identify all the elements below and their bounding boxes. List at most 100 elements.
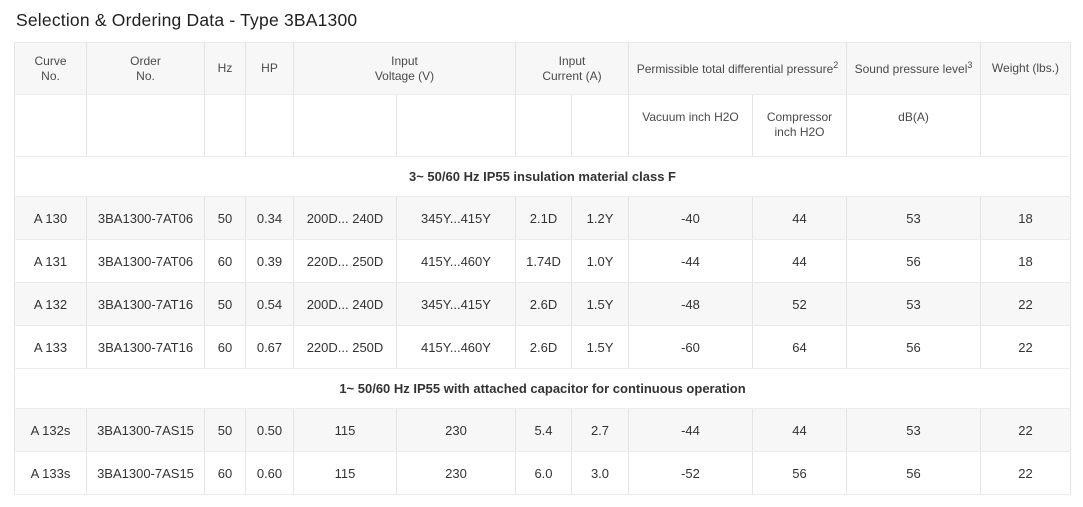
table-cell: 60: [204, 451, 246, 495]
table-cell: 2.6D: [515, 282, 572, 326]
col-header-pressure: Permissible total differential pressure2: [628, 42, 847, 95]
pressure-label: Permissible total differential pressure: [636, 62, 834, 76]
table-cell: 3BA1300-7AS15: [86, 408, 205, 452]
table-cell: 220D... 250D: [293, 325, 397, 369]
table-cell: 22: [980, 325, 1071, 369]
table-cell: -60: [628, 325, 753, 369]
subheader-empty-voltage-d: [293, 94, 397, 157]
subheader-empty-hz: [204, 94, 246, 157]
subheader-empty-current-y: [571, 94, 629, 157]
table-cell: A 132s: [14, 408, 87, 452]
table-cell: 0.67: [245, 325, 294, 369]
table-cell: 345Y...415Y: [396, 196, 516, 240]
table-cell: 18: [980, 196, 1071, 240]
subheader-compressor: Compressor inch H2O: [752, 94, 847, 157]
col-header-order-no: Order No.: [86, 42, 205, 95]
table-cell: 6.0: [515, 451, 572, 495]
table-cell: 220D... 250D: [293, 239, 397, 283]
table-cell: 3BA1300-7AT06: [86, 196, 205, 240]
table-cell: 18: [980, 239, 1071, 283]
table-cell: 53: [846, 408, 981, 452]
table-cell: 50: [204, 196, 246, 240]
table-cell: 22: [980, 408, 1071, 452]
table-cell: 1.74D: [515, 239, 572, 283]
table-cell: 53: [846, 282, 981, 326]
table-cell: 1.0Y: [571, 239, 629, 283]
table-cell: 200D... 240D: [293, 282, 397, 326]
subheader-empty-current-d: [515, 94, 572, 157]
table-cell: 3BA1300-7AT06: [86, 239, 205, 283]
subheader-db: dB(A): [846, 94, 981, 157]
table-cell: 230: [396, 451, 516, 495]
col-header-curve-no: Curve No.: [14, 42, 87, 95]
table-cell: -48: [628, 282, 753, 326]
table-cell: 1.5Y: [571, 282, 629, 326]
table-cell: 44: [752, 408, 847, 452]
table-body: 3~ 50/60 Hz IP55 insulation material cla…: [14, 156, 1071, 495]
table-cell: 44: [752, 196, 847, 240]
table-cell: 3BA1300-7AT16: [86, 325, 205, 369]
table-cell: -44: [628, 239, 753, 283]
table-cell: A 133: [14, 325, 87, 369]
subheader-vacuum: Vacuum inch H2O: [628, 94, 753, 157]
table-row: A 130 3BA1300-7AT06 50 0.34 200D... 240D 345Y…: [14, 196, 1071, 240]
section-heading-row: 3~ 50/60 Hz IP55 insulation material cla…: [14, 156, 1071, 197]
table-cell: 44: [752, 239, 847, 283]
page-title: Selection & Ordering Data - Type 3BA1300: [16, 10, 358, 30]
table-cell: 56: [846, 325, 981, 369]
section-heading: 3~ 50/60 Hz IP55 insulation material cla…: [14, 156, 1071, 197]
col-header-weight: Weight (lbs.): [980, 42, 1071, 95]
table-cell: 50: [204, 282, 246, 326]
col-header-hp: HP: [245, 42, 294, 95]
table-cell: 115: [293, 408, 397, 452]
subheader-empty-hp: [245, 94, 294, 157]
sound-footnote-marker: 3: [967, 60, 973, 70]
table-cell: 415Y...460Y: [396, 239, 516, 283]
table-cell: 2.7: [571, 408, 629, 452]
table-cell: A 130: [14, 196, 87, 240]
table-cell: 1.5Y: [571, 325, 629, 369]
table-cell: 2.1D: [515, 196, 572, 240]
table-row: A 133 3BA1300-7AT16 60 0.67 220D... 250D 415Y…: [14, 325, 1071, 369]
table-header: Curve No. Order No. Hz HP Input Voltage …: [14, 42, 1071, 157]
table-cell: 3.0: [571, 451, 629, 495]
table-cell: 3BA1300-7AT16: [86, 282, 205, 326]
table-cell: 56: [752, 451, 847, 495]
table-cell: A 131: [14, 239, 87, 283]
table-cell: 0.50: [245, 408, 294, 452]
col-header-sound: Sound pressure level3: [846, 42, 981, 95]
table-cell: 2.6D: [515, 325, 572, 369]
selection-ordering-table: Curve No. Order No. Hz HP Input Voltage …: [14, 42, 1071, 495]
table-cell: 230: [396, 408, 516, 452]
table-cell: 50: [204, 408, 246, 452]
table-cell: -44: [628, 408, 753, 452]
table-row: A 131 3BA1300-7AT06 60 0.39 220D... 250D 415Y…: [14, 239, 1071, 283]
table-cell: A 133s: [14, 451, 87, 495]
table-row: A 132s 3BA1300-7AS15 50 0.50 115 230 5.4 2.7 -44…: [14, 408, 1071, 452]
section-heading-row: 1~ 50/60 Hz IP55 with attached capacitor…: [14, 368, 1071, 409]
subheader-empty-weight: [980, 94, 1071, 157]
table-cell: 60: [204, 325, 246, 369]
table-cell: 60: [204, 239, 246, 283]
table-cell: 0.39: [245, 239, 294, 283]
table-cell: 5.4: [515, 408, 572, 452]
subheader-empty-voltage-y: [396, 94, 516, 157]
subheader-empty-curve: [14, 94, 87, 157]
table-cell: 56: [846, 239, 981, 283]
table-row: A 133s 3BA1300-7AS15 60 0.60 115 230 6.0 3.0 -52…: [14, 451, 1071, 495]
table-cell: 56: [846, 451, 981, 495]
table-cell: 0.60: [245, 451, 294, 495]
table-cell: 200D... 240D: [293, 196, 397, 240]
table-cell: 345Y...415Y: [396, 282, 516, 326]
section-heading: 1~ 50/60 Hz IP55 with attached capacitor…: [14, 368, 1071, 409]
table-cell: 22: [980, 451, 1071, 495]
table-cell: 53: [846, 196, 981, 240]
table-cell: 0.54: [245, 282, 294, 326]
table-cell: 0.34: [245, 196, 294, 240]
col-header-input-voltage: Input Voltage (V): [293, 42, 516, 95]
table-cell: 64: [752, 325, 847, 369]
table-cell: A 132: [14, 282, 87, 326]
table-cell: 415Y...460Y: [396, 325, 516, 369]
table-cell: -52: [628, 451, 753, 495]
